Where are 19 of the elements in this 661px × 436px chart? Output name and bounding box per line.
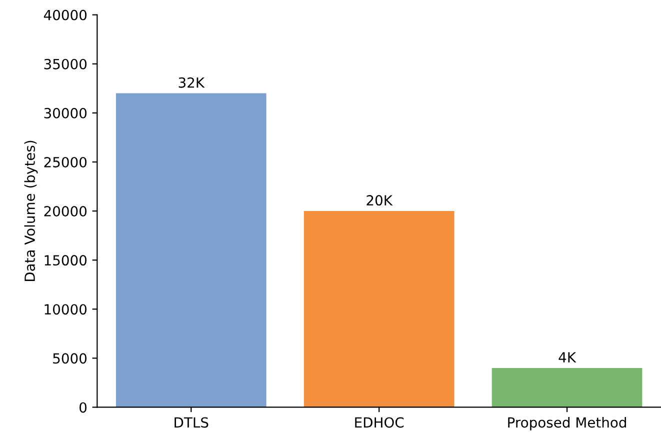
x-tick-label: EDHOC [355, 417, 404, 428]
x-tick-label: Proposed Method [508, 416, 626, 430]
bar [116, 93, 266, 408]
y-axis-title: Data Volume (bytes) [24, 140, 38, 282]
y-tick-label: 15000 [44, 255, 87, 266]
y-tick-label: 30000 [44, 108, 87, 118]
bar [492, 368, 642, 408]
y-tick-label: 0 [80, 402, 87, 413]
y-tick-label: 25000 [44, 156, 87, 168]
data-label: 32K [178, 77, 205, 88]
y-tick-label: 40000 [44, 10, 87, 20]
data-label: 20K [366, 195, 393, 206]
y-tick-label: 35000 [44, 58, 87, 70]
x-tick-label: DTLS [174, 417, 208, 428]
bar [304, 211, 454, 408]
y-tick-label: 20000 [44, 206, 87, 216]
data-label: 4K [558, 352, 576, 362]
y-tick-label: 5000 [53, 353, 87, 364]
y-tick-label: 10000 [44, 304, 87, 315]
